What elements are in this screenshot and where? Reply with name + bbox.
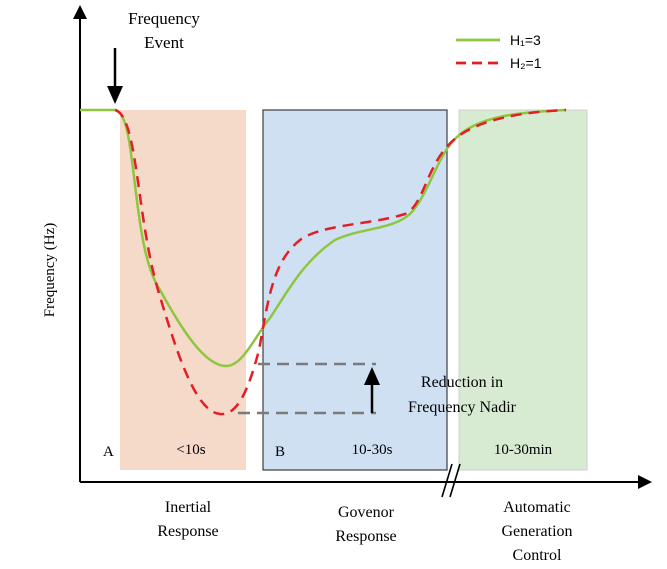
phase-governor-line1: Govenor bbox=[338, 504, 395, 521]
phase-inertial-line2: Response bbox=[157, 523, 218, 540]
y-axis-arrow bbox=[73, 5, 87, 19]
legend-h1-label: H₁=3 bbox=[510, 32, 541, 48]
governor-region bbox=[262, 109, 448, 471]
region-agc-time: 10-30min bbox=[494, 442, 553, 458]
region-inertial-time: <10s bbox=[176, 442, 205, 458]
phase-agc-line1: Automatic bbox=[503, 499, 571, 516]
region-governor-time: 10-30s bbox=[352, 442, 393, 458]
event-label-line1: Frequency bbox=[128, 9, 200, 28]
region-b-letter: B bbox=[275, 444, 285, 460]
phase-agc-line3: Control bbox=[513, 547, 562, 564]
nadir-label-line2: Frequency Nadir bbox=[408, 399, 517, 416]
region-a-letter: A bbox=[103, 444, 114, 460]
nadir-label-line1: Reduction in bbox=[421, 374, 503, 391]
nadir-arrow-head bbox=[364, 367, 380, 385]
y-axis-label: Frequency (Hz) bbox=[42, 223, 58, 318]
axis-break-mark-1 bbox=[441, 463, 453, 498]
curve-h2 bbox=[114, 108, 567, 416]
event-label-line2: Event bbox=[144, 33, 184, 52]
axis-break-mark-2 bbox=[449, 463, 461, 498]
x-axis-arrow bbox=[638, 475, 652, 489]
legend-h2-label: H₂=1 bbox=[510, 55, 542, 71]
phase-agc-line2: Generation bbox=[501, 523, 572, 540]
phase-inertial-line1: Inertial bbox=[165, 499, 212, 516]
phase-governor-line2: Response bbox=[335, 528, 396, 545]
event-arrow-head bbox=[107, 86, 123, 104]
inertial-region bbox=[120, 110, 246, 470]
agc-region bbox=[458, 109, 588, 471]
